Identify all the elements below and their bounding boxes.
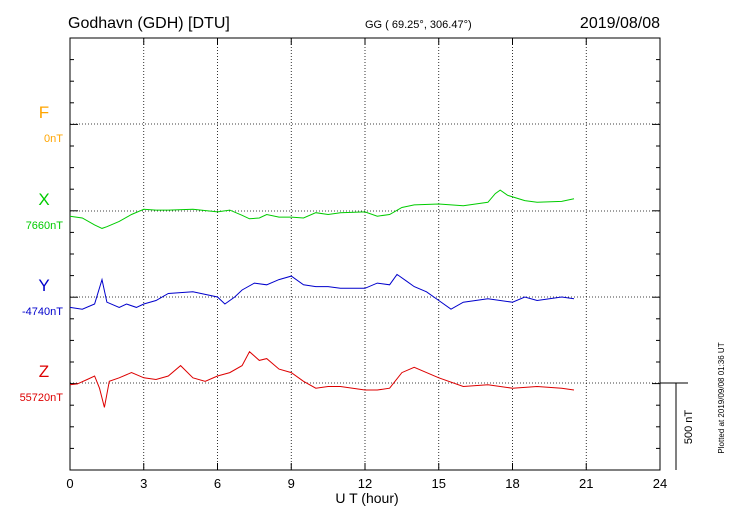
series-traces [69, 189, 575, 408]
series-line-x [69, 189, 575, 229]
scale-bar-label: 500 nT [683, 410, 695, 445]
scale-bar: 500 nT [660, 382, 695, 470]
station-title: Godhavn (GDH) [DTU] [68, 15, 230, 32]
x-tick-label: 6 [214, 476, 221, 491]
component-labels: F 0nT X 7660nT Y -4740nT Z 55720nT [20, 103, 64, 404]
component-label-z: Z [39, 362, 49, 381]
x-tick-label: 15 [432, 476, 446, 491]
x-tick-label: 18 [505, 476, 519, 491]
component-label-f: F [39, 103, 49, 122]
x-tick-label: 24 [653, 476, 667, 491]
baseline-label-y: -4740nT [22, 306, 63, 318]
x-tick-label: 12 [358, 476, 372, 491]
x-tick-label: 9 [288, 476, 295, 491]
component-label-y: Y [38, 276, 49, 295]
x-axis: 0 3 6 9 12 15 18 21 24 [66, 38, 667, 491]
plotted-timestamp: Plotted at 2019/09/08 01:36 UT [717, 342, 726, 453]
baseline-label-f: 0nT [44, 133, 63, 145]
chart-date: 2019/08/08 [580, 15, 660, 32]
x-axis-title: U T (hour) [335, 490, 398, 506]
x-tick-label: 3 [140, 476, 147, 491]
grid [70, 38, 660, 470]
baseline-label-z: 55720nT [20, 392, 64, 404]
x-tick-label: 21 [579, 476, 593, 491]
component-label-x: X [38, 190, 49, 209]
series-line-z [69, 350, 575, 408]
station-coords: GG ( 69.25°, 306.47°) [365, 19, 472, 31]
series-line-y [69, 273, 575, 310]
x-tick-label: 0 [66, 476, 73, 491]
baseline-label-x: 7660nT [26, 220, 64, 232]
